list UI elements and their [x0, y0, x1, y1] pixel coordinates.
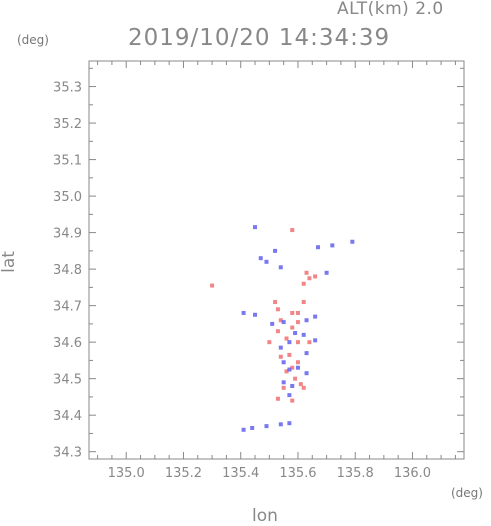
y-tick-label: 34.8: [53, 263, 82, 278]
data-point: [290, 228, 295, 233]
data-point: [301, 332, 306, 337]
data-point: [313, 274, 318, 279]
data-point: [290, 325, 295, 330]
x-tick-label: 136.0: [394, 466, 431, 481]
data-point: [295, 365, 300, 370]
y-tick-label: 34.6: [53, 336, 82, 351]
data-point: [250, 425, 255, 430]
data-point: [304, 371, 309, 376]
altitude-label: ALT(km) 2.0: [337, 0, 444, 19]
x-tick-label: 135.8: [337, 466, 374, 481]
x-tick-label: 135.2: [165, 466, 202, 481]
data-point: [267, 340, 272, 345]
data-point: [278, 265, 283, 270]
data-point: [264, 424, 269, 429]
data-point: [258, 256, 263, 261]
x-tick-label: 135.0: [108, 466, 145, 481]
data-point: [298, 382, 303, 387]
data-point: [293, 376, 298, 381]
x-unit-label: (deg): [451, 486, 483, 500]
data-point: [295, 340, 300, 345]
y-tick-label: 35.3: [53, 81, 82, 96]
data-point: [287, 421, 292, 426]
data-point: [304, 351, 309, 356]
y-tick-label: 34.5: [53, 373, 82, 388]
data-point: [290, 365, 295, 370]
axis-tick-labels: 135.0 135.2 135.4 135.6 135.8 136.0 34.3 34.4 34…: [53, 81, 431, 481]
data-point: [287, 352, 292, 357]
data-point: [281, 320, 286, 325]
data-point: [281, 385, 286, 390]
data-point: [287, 367, 292, 372]
data-point: [253, 225, 258, 230]
data-point: [301, 385, 306, 390]
data-point: [270, 321, 275, 326]
axis-ticks: [89, 61, 464, 459]
data-point: [241, 427, 246, 432]
data-point: [324, 270, 329, 275]
data-point: [290, 310, 295, 315]
data-point: [241, 310, 246, 315]
y-tick-label: 34.4: [53, 409, 82, 424]
data-point: [253, 312, 258, 317]
data-point: [273, 248, 278, 253]
data-point: [295, 360, 300, 365]
data-point: [304, 318, 309, 323]
data-point: [273, 299, 278, 304]
data-point: [278, 422, 283, 427]
data-point: [275, 307, 280, 312]
data-point: [284, 369, 289, 374]
data-point: [313, 314, 318, 319]
x-tick-label: 135.4: [222, 466, 259, 481]
data-point: [301, 281, 306, 286]
y-tick-label: 35.1: [53, 154, 82, 169]
data-point: [264, 259, 269, 264]
data-point: [278, 345, 283, 350]
data-point: [313, 338, 318, 343]
data-point: [307, 276, 312, 281]
y-tick-label: 35.0: [53, 190, 82, 205]
x-tick-label: 135.6: [279, 466, 316, 481]
data-point: [350, 239, 355, 244]
data-point: [287, 393, 292, 398]
y-unit-label: (deg): [17, 33, 49, 47]
data-point: [295, 310, 300, 315]
y-tick-label: 34.7: [53, 300, 82, 315]
y-tick-label: 34.3: [53, 446, 82, 461]
timestamp-title: 2019/10/20 14:34:39: [128, 25, 391, 51]
data-point: [307, 340, 312, 345]
data-point: [284, 336, 289, 341]
plot-frame: [88, 60, 465, 460]
data-point: [287, 340, 292, 345]
y-tick-label: 35.2: [53, 117, 82, 132]
data-point: [301, 299, 306, 304]
data-point: [281, 360, 286, 365]
data-point: [275, 329, 280, 334]
data-point: [304, 270, 309, 275]
data-point: [210, 283, 215, 288]
data-point: [278, 318, 283, 323]
data-point: [316, 245, 321, 250]
data-points: [210, 225, 355, 432]
data-point: [293, 331, 298, 336]
data-point: [275, 396, 280, 401]
data-point: [278, 354, 283, 359]
data-point: [281, 380, 286, 385]
data-point: [290, 383, 295, 388]
data-point: [330, 243, 335, 248]
data-point: [290, 398, 295, 403]
data-point: [295, 320, 300, 325]
y-tick-label: 34.9: [53, 227, 82, 242]
